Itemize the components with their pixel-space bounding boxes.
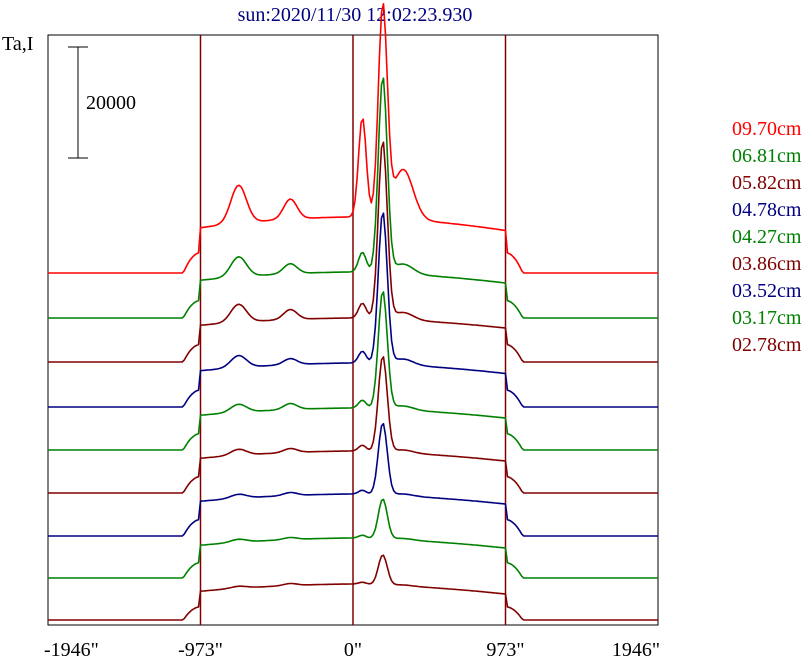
x-tick-label-2: 0" — [344, 639, 362, 661]
series-line-09.70cm — [48, 3, 658, 274]
series-line-05.82cm — [48, 141, 658, 363]
y-axis-label: Ta,I — [2, 33, 33, 55]
legend-entry-7: 03.17cm — [732, 307, 802, 329]
series-line-06.81cm — [48, 77, 658, 319]
series-group — [48, 3, 658, 621]
chart-title: sun:2020/11/30 12:02:23.930 — [238, 4, 473, 26]
x-tick-label-3: 973" — [486, 639, 524, 661]
legend-entry-0: 09.70cm — [732, 118, 802, 140]
legend-entry-8: 02.78cm — [732, 334, 802, 356]
series-line-04.78cm — [48, 212, 658, 408]
series-line-03.52cm — [48, 422, 658, 537]
legend-entry-6: 03.52cm — [732, 280, 802, 302]
scale-bar-label: 20000 — [86, 92, 136, 114]
legend-entry-3: 04.78cm — [732, 199, 802, 221]
gridlines — [199, 35, 507, 625]
legend: 09.70cm 06.81cm 05.82cm 04.78cm 04.27cm 03.86… — [732, 118, 802, 356]
x-tick-label-1: -973" — [178, 639, 223, 661]
legend-entry-4: 04.27cm — [732, 226, 802, 248]
series-line-03.86cm — [48, 356, 658, 494]
legend-entry-2: 05.82cm — [732, 172, 802, 194]
scale-bar: 20000 — [68, 46, 136, 159]
series-line-03.17cm — [48, 498, 658, 579]
x-tick-label-4: 1946" — [612, 639, 660, 661]
series-line-04.27cm — [48, 291, 658, 451]
legend-entry-5: 03.86cm — [732, 253, 802, 275]
x-tick-label-0: -1946" — [44, 639, 99, 661]
series-line-02.78cm — [48, 554, 658, 621]
x-tick-labels: -1946" -973" 0" 973" 1946" — [44, 639, 660, 661]
legend-entry-1: 06.81cm — [732, 145, 802, 167]
